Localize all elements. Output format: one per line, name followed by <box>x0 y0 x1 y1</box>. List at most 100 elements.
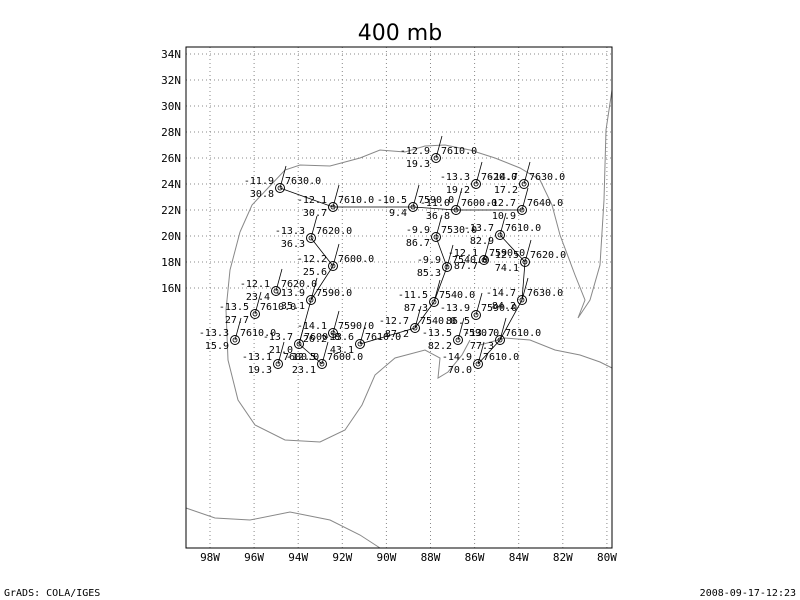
footer-left: GrADS: COLA/IGES <box>4 588 100 599</box>
station-height: 7620.0 <box>530 250 566 261</box>
station-temp: -12.2 <box>297 254 327 265</box>
station-temp: -13.3 <box>275 226 305 237</box>
wind-barb <box>254 291 262 315</box>
title: 400 mb <box>358 21 442 46</box>
station-height: 7620.0 <box>481 172 517 183</box>
station-height: 7590.0 <box>418 195 454 206</box>
station-height: 7600.0 <box>338 254 374 265</box>
wind-barb <box>277 341 285 365</box>
station-marker-inner <box>410 204 416 210</box>
lon-label: 80W <box>597 551 617 564</box>
station-temp: -13.5 <box>219 302 249 313</box>
station-marker <box>275 183 285 193</box>
station-height: 7600.0 <box>304 332 340 343</box>
wind-barb <box>359 321 367 345</box>
station-marker-inner <box>252 311 258 317</box>
station-height: 7610.0 <box>260 302 296 313</box>
lat-label: 26N <box>161 152 181 165</box>
lat-label: 30N <box>161 100 181 113</box>
station-height: 7530.0 <box>441 225 477 236</box>
wind-barb <box>298 321 306 345</box>
station-dewpoint: 70.0 <box>448 365 472 376</box>
station-marker-inner <box>431 299 437 305</box>
station-temp: -13.7 <box>464 328 494 339</box>
station-marker-inner <box>473 181 479 187</box>
station-marker-inner <box>296 341 302 347</box>
lon-label: 84W <box>509 551 529 564</box>
wind-barb <box>433 279 441 303</box>
station-marker <box>495 230 505 240</box>
station-temp: -12.5 <box>286 352 316 363</box>
wind-barb <box>483 237 491 261</box>
station-height: 7610.0 <box>505 223 541 234</box>
station-temp: -13.9 <box>440 303 470 314</box>
station-height: 7610.0 <box>441 146 477 157</box>
map-frame <box>185 46 613 549</box>
station-marker <box>250 309 260 319</box>
station-marker <box>442 262 452 272</box>
station-height: 7630.0 <box>529 172 565 183</box>
station-height: 7630.0 <box>527 288 563 299</box>
lon-label: 86W <box>465 551 485 564</box>
wind-barb <box>521 187 529 211</box>
wind-barb <box>475 161 483 185</box>
station-dewpoint: 87.7 <box>454 261 478 272</box>
station-height: 7610.0 <box>338 195 374 206</box>
station-marker <box>271 286 281 296</box>
coastline-mexico <box>225 231 471 443</box>
station-marker-inner <box>522 259 528 265</box>
station-temp: -14.7 <box>486 288 516 299</box>
station-marker-inner <box>412 325 418 331</box>
station-dewpoint: 19.2 <box>446 185 470 196</box>
station-temp: -12.1 <box>297 195 327 206</box>
station-marker <box>471 310 481 320</box>
station-dewpoint: 27.7 <box>225 315 249 326</box>
wind-barb <box>457 317 465 341</box>
station-marker <box>317 359 327 369</box>
wind-barb <box>310 215 318 239</box>
wind-barb <box>275 268 283 292</box>
station-marker <box>431 232 441 242</box>
station-temp: -13.7 <box>263 332 293 343</box>
station-marker-inner <box>473 312 479 318</box>
station-marker-inner <box>277 185 283 191</box>
lat-label: 16N <box>161 282 181 295</box>
station-height: 7600.0 <box>461 198 497 209</box>
lon-label: 98W <box>200 551 220 564</box>
station-dewpoint: 19.3 <box>406 159 430 170</box>
wind-barb <box>310 277 318 301</box>
station-height: 7590.0 <box>316 288 352 299</box>
station-temp: -12.7 <box>486 198 516 209</box>
station-dewpoint: 21.0 <box>269 345 293 356</box>
station-marker <box>294 339 304 349</box>
station-dewpoint: 23.4 <box>246 292 270 303</box>
wind-barb <box>435 214 443 238</box>
station-dewpoint: 82.2 <box>428 341 452 352</box>
station-dewpoint: 25.6 <box>303 267 327 278</box>
wind-barb <box>521 277 529 301</box>
station-marker <box>306 295 316 305</box>
station-marker <box>517 295 527 305</box>
station-temp: -11.5 <box>398 290 428 301</box>
station-marker <box>471 179 481 189</box>
station-temp: -12.7 <box>379 316 409 327</box>
wind-barb <box>414 305 422 329</box>
station-temp: -14.7 <box>488 172 518 183</box>
station-dewpoint: 86.5 <box>446 316 470 327</box>
station-height: 7610.0 <box>365 332 401 343</box>
wind-barb <box>524 239 532 263</box>
station-temp: -14.9 <box>442 352 472 363</box>
station-marker <box>410 323 420 333</box>
station-dewpoint: 82.9 <box>470 236 494 247</box>
station-marker-inner <box>519 297 525 303</box>
station-height: 7610.0 <box>505 328 541 339</box>
coastline-cuba <box>479 337 613 369</box>
station-marker-inner <box>433 155 439 161</box>
wind-barb <box>332 243 340 267</box>
station-dewpoint: 36.8 <box>426 211 450 222</box>
station-height: 7600.0 <box>327 352 363 363</box>
coastline-pacific <box>185 507 381 549</box>
station-temp: -10.5 <box>377 195 407 206</box>
station-height: 7590.0 <box>481 303 517 314</box>
